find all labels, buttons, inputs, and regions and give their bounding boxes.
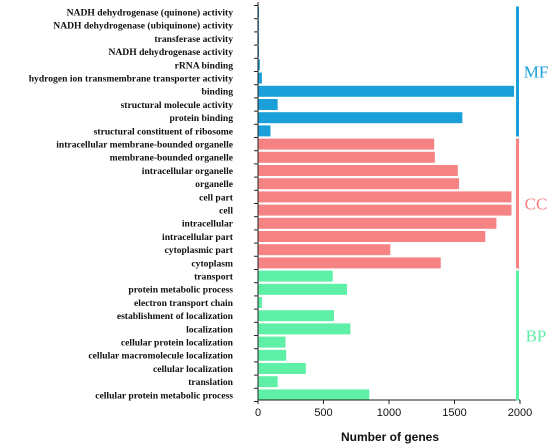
x-tick-label: 0 (255, 407, 261, 419)
x-tick-label: 1000 (377, 407, 401, 419)
bar (258, 204, 512, 216)
bar (258, 85, 515, 97)
category-label: localization (186, 324, 234, 335)
bar (258, 257, 441, 269)
bar (258, 99, 278, 110)
bar (258, 244, 391, 256)
category-label: structural molecule activity (121, 100, 234, 111)
group-label: BP (526, 327, 547, 346)
axes: 0 500 1000 1500 2000 (254, 2, 532, 419)
category-label: NADH dehydrogenase activity (108, 47, 233, 58)
category-label: intracellular (182, 219, 234, 230)
group-brackets: MF CC BP (516, 6, 549, 401)
x-tick-label: 2000 (508, 407, 532, 419)
bar (258, 33, 260, 44)
group-label: MF (524, 63, 549, 82)
category-labels: NADH dehydrogenase (quinone) activity NAD… (29, 8, 234, 402)
category-label: NADH dehydrogenase (ubiquinone) activity (53, 21, 233, 32)
bar (258, 376, 278, 388)
bar (258, 283, 348, 295)
category-label: protein metabolic process (128, 285, 233, 296)
category-label: intracellular membrane-bounded organelle (56, 140, 234, 151)
category-label: cellular protein localization (121, 338, 234, 349)
category-label: cell (219, 206, 233, 217)
category-label: structural constituent of ribosome (94, 126, 234, 137)
category-label: translation (188, 377, 233, 388)
x-tick-label: 1500 (442, 407, 466, 419)
category-label: electron transport chain (134, 298, 234, 309)
bar (258, 191, 512, 203)
category-label: NADH dehydrogenase (quinone) activity (67, 8, 234, 19)
bars (258, 6, 515, 401)
bar (258, 165, 458, 176)
category-label: cell part (199, 192, 234, 203)
bar (258, 151, 435, 163)
bar (258, 178, 460, 190)
bar (258, 363, 306, 374)
category-label: organelle (195, 179, 234, 190)
category-label: transport (194, 272, 234, 283)
bar (258, 217, 497, 229)
bar (258, 138, 435, 150)
bar (258, 231, 486, 242)
category-label: membrane-bounded organelle (110, 153, 234, 164)
category-label: cellular macromolecule localization (88, 351, 233, 362)
category-label: intracellular part (162, 232, 234, 243)
bar (258, 336, 286, 348)
bar (258, 270, 333, 282)
category-label: rRNA binding (175, 60, 234, 71)
category-label: protein binding (169, 113, 233, 124)
bar (258, 6, 260, 18)
category-label: cellular protein metabolic process (95, 390, 233, 401)
bar (258, 297, 262, 308)
category-label: binding (202, 87, 234, 98)
bar (258, 59, 260, 71)
bar (258, 112, 463, 124)
category-label: transferase activity (154, 34, 233, 45)
bar (258, 323, 351, 335)
bar (258, 310, 334, 322)
category-label: hydrogen ion transmembrane transporter a… (29, 74, 233, 85)
x-tick-label: 500 (314, 407, 332, 419)
category-label: cytoplasmic part (165, 245, 234, 256)
group-label: CC (525, 195, 548, 214)
bar (258, 389, 370, 401)
bar (258, 125, 271, 137)
bar (258, 19, 260, 31)
category-label: establishment of localization (117, 311, 234, 322)
bar (258, 72, 262, 84)
x-axis-title: Number of genes (341, 430, 439, 444)
bar (258, 46, 260, 58)
bar (258, 349, 287, 361)
category-label: cytoplasm (191, 258, 233, 269)
category-label: intracellular organelle (142, 166, 234, 177)
category-label: cellular localization (153, 364, 234, 375)
